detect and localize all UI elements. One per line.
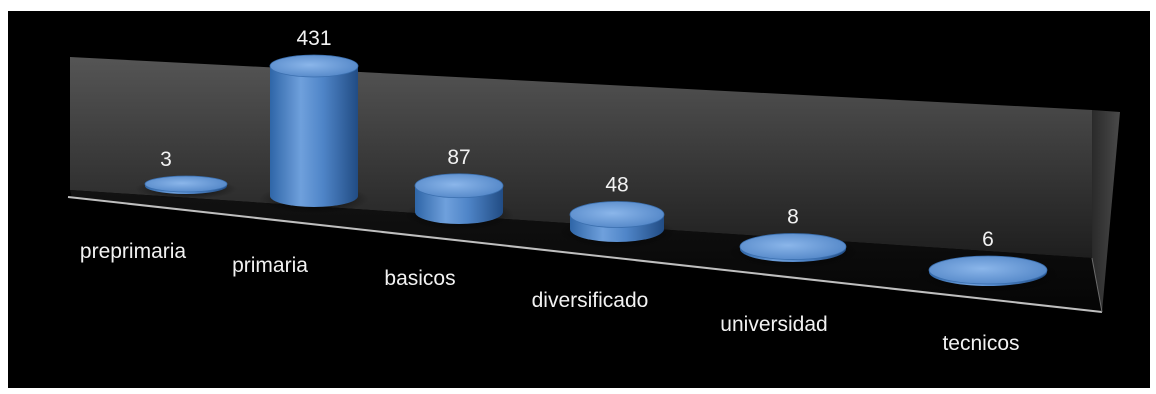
chart-floor-edge: [67, 196, 1103, 313]
bar-top: [569, 201, 665, 228]
category-label-universidad: universidad: [720, 313, 827, 336]
bar-top: [414, 173, 504, 199]
bar-diversificado: [558, 201, 676, 249]
value-label-universidad: 8: [787, 206, 799, 229]
bar-primaria: [259, 54, 369, 214]
bar-top: [269, 54, 359, 78]
bar-body: [270, 66, 358, 207]
value-label-tecnicos: 6: [982, 228, 994, 251]
bar-top: [739, 233, 847, 260]
value-label-preprimaria: 3: [160, 148, 172, 171]
category-label-basicos: basicos: [384, 267, 455, 290]
value-label-primaria: 431: [296, 27, 331, 50]
value-labels: 3 431 87 48 8 6: [160, 27, 994, 251]
bar-preprimaria: [134, 175, 238, 200]
bar-top: [928, 255, 1048, 285]
category-label-tecnicos: tecnicos: [942, 332, 1019, 355]
value-label-diversificado: 48: [605, 174, 628, 197]
chart-side-wall: [1092, 110, 1120, 312]
value-label-basicos: 87: [447, 146, 470, 169]
chart-floor-right-edge: [1091, 257, 1103, 313]
chart-floor: [70, 190, 1102, 312]
category-label-diversificado: diversificado: [532, 289, 649, 312]
bar-universidad: [726, 233, 860, 269]
category-labels: preprimaria primaria basicos diversificado u…: [80, 240, 1020, 355]
category-label-preprimaria: preprimaria: [80, 240, 187, 263]
bar-tecnicos: [914, 255, 1062, 294]
bars-layer: [134, 54, 1062, 294]
bar-basicos: [404, 173, 514, 231]
category-label-primaria: primaria: [232, 254, 308, 277]
bar-top: [144, 175, 228, 193]
